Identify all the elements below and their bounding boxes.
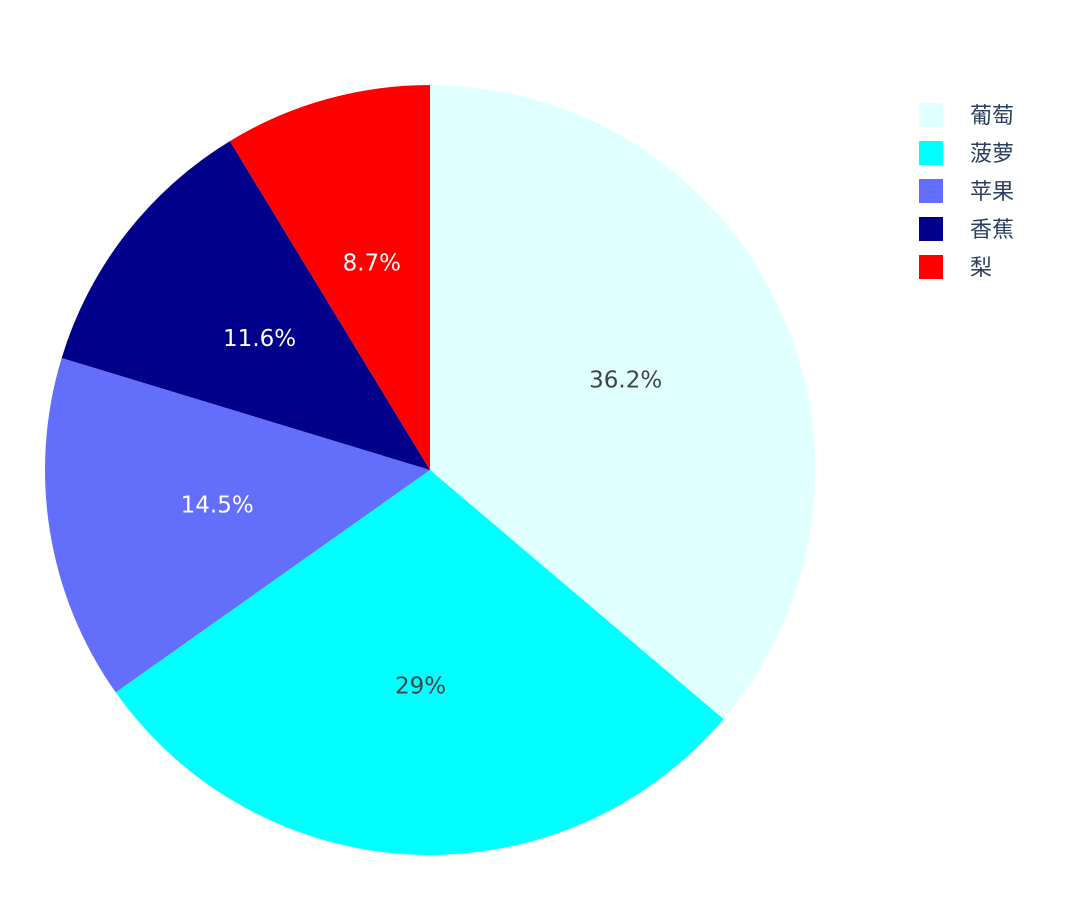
pie-slice-3 xyxy=(44,357,430,693)
legend-swatch-1 xyxy=(919,103,943,127)
pie-slice-4 xyxy=(61,141,430,470)
pie-slice-label-3: 14.5% xyxy=(181,492,254,518)
legend-label-2: 菠萝 xyxy=(970,142,1014,167)
pie-slice-label-1: 36.2% xyxy=(589,367,662,393)
legend-label-3: 苹果 xyxy=(970,180,1014,205)
legend-swatch-4 xyxy=(919,217,943,241)
legend-item-5[interactable]: 梨 xyxy=(919,255,992,281)
pie-slice-label-4: 11.6% xyxy=(223,326,296,352)
pie-slices xyxy=(44,85,815,855)
legend-item-2[interactable]: 菠萝 xyxy=(919,141,1014,167)
legend-swatch-2 xyxy=(919,141,943,165)
legend-item-4[interactable]: 香蕉 xyxy=(919,217,1014,243)
legend-swatch-3 xyxy=(919,179,943,203)
legend-label-1: 葡萄 xyxy=(970,104,1014,129)
legend-label-4: 香蕉 xyxy=(970,218,1014,243)
pie-slice-5 xyxy=(229,85,430,470)
legend-label-5: 梨 xyxy=(970,256,992,281)
pie-slice-labels: 36.2% 29% 14.5% 11.6% 8.7% xyxy=(181,250,663,699)
pie-slice-1 xyxy=(430,85,815,720)
legend-item-3[interactable]: 苹果 xyxy=(919,179,1014,205)
legend-item-1[interactable]: 葡萄 xyxy=(919,103,1014,129)
pie-slice-2 xyxy=(115,470,724,855)
legend-swatch-5 xyxy=(919,255,943,279)
pie-slice-label-2: 29% xyxy=(395,673,446,699)
pie-slice-label-5: 8.7% xyxy=(343,250,401,276)
